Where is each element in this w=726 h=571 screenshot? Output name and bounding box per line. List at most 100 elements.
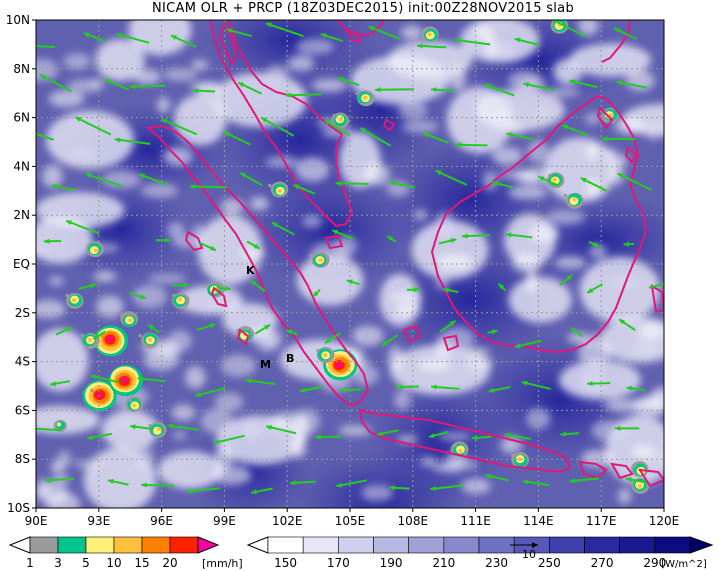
wind-arrow [260, 116, 295, 137]
colorbar-swatch [85, 536, 115, 554]
olr-colorbar-swatch [302, 536, 339, 554]
olr-colorbar-swatch [584, 536, 620, 554]
wind-arrow [114, 138, 151, 145]
longitude-label: 96E [150, 514, 173, 528]
reference-vector-label: 10 [522, 548, 536, 561]
mentawai-marker: M [260, 358, 271, 371]
wind-vectors [36, 20, 664, 495]
latitude-label: 8S [15, 452, 30, 466]
olr-colorbar-swatch [549, 536, 585, 554]
precipitation-cells [53, 20, 650, 494]
lat-lon-grid [36, 20, 664, 508]
wind-arrow [116, 32, 150, 44]
olr-colorbar-swatch [654, 536, 691, 554]
malay-peninsula-coast [209, 20, 354, 228]
java-coast [358, 408, 572, 474]
wind-arrow [265, 22, 304, 38]
precip-cell [156, 427, 162, 432]
olr-colorbar-swatch [338, 536, 374, 554]
colorbar-swatch [29, 536, 59, 554]
olr-tick-label: 190 [380, 556, 403, 570]
precip-cell [427, 32, 432, 37]
wind-arrow [430, 484, 464, 491]
longitude-label: 114E [523, 514, 554, 528]
precip-cell [338, 117, 344, 122]
wind-arrow [85, 172, 124, 188]
coastlines [145, 20, 664, 488]
colorbar-swatch [57, 536, 87, 554]
longitude-label: 108E [398, 514, 429, 528]
longitude-label: 93E [87, 514, 110, 528]
wind-arrow [189, 185, 227, 189]
map-title: NICAM OLR + PRCP (18Z03DEC2015) init:00Z… [151, 1, 575, 16]
wind-arrow [617, 172, 653, 191]
olr-colorbar-swatch [408, 536, 445, 554]
site-markers: K M B [246, 264, 294, 371]
latitude-label: 2N [13, 208, 30, 222]
prcp-tick-label: 1 [26, 556, 34, 570]
latitude-label: 10S [7, 501, 30, 515]
kototabang-marker: K [246, 264, 255, 277]
olr-field: K M B [36, 20, 664, 508]
precip-cell [107, 336, 114, 342]
olr-unit-label: [W/m^2] [661, 559, 707, 570]
wind-arrow [36, 427, 61, 432]
precip-cell [96, 392, 103, 398]
latitude-label: 6N [13, 111, 30, 125]
prcp-tick-label: 3 [54, 556, 62, 570]
longitude-label: 120E [649, 514, 680, 528]
borneo-coast [430, 94, 648, 354]
wind-arrow [186, 487, 221, 493]
precip-cell [132, 403, 137, 408]
wind-arrow [335, 182, 369, 185]
high-olr-regions [36, 20, 664, 508]
longitude-label: 111E [460, 514, 491, 528]
olr-tick-label: 210 [432, 556, 455, 570]
olr-tick-label: 150 [274, 556, 297, 570]
olr-colorbar-swatch [619, 536, 656, 554]
olr-tick-label: 250 [538, 556, 561, 570]
olr-tick-label: 290 [643, 556, 666, 570]
wind-arrow [74, 116, 112, 136]
wind-arrow [65, 219, 100, 235]
wind-arrow [648, 282, 664, 289]
olr-colorbar-swatch [267, 536, 304, 554]
wind-arrow [454, 38, 491, 46]
precip-cell [71, 298, 77, 303]
longitude-labels: 90E 93E 96E 99E 102E 105E 108E 111E 114E 117E 120E [25, 508, 680, 528]
colorbar-swatch [169, 536, 199, 554]
prcp-tick-label: 5 [82, 556, 90, 570]
precip-cell [56, 422, 62, 427]
olr-colorbar-swatch [443, 536, 480, 554]
longitude-label: 102E [272, 514, 303, 528]
latitude-label: 2S [15, 306, 30, 320]
bengkulu-marker: B [286, 352, 294, 365]
wind-arrow [36, 132, 54, 141]
wind-arrow [435, 169, 468, 186]
wind-arrow [368, 25, 401, 40]
precip-cell [362, 95, 368, 100]
olr-colorbar: 150 170 190 210 230 250 270 290[W/m^2] [246, 536, 714, 570]
wind-arrow [161, 118, 198, 136]
latitude-label: 8N [13, 62, 30, 76]
precip-cell [322, 353, 328, 358]
precip-cell [318, 258, 323, 263]
wind-arrow [359, 127, 392, 147]
precip-cell [336, 362, 342, 368]
wind-arrow [129, 84, 166, 88]
prcp-tick-label: 10 [106, 556, 121, 570]
indochina-coast [601, 20, 631, 63]
longitude-label: 99E [213, 514, 236, 528]
wind-arrow [36, 44, 56, 49]
olr-colorbar-swatch [478, 536, 515, 554]
colorbar-swatch [113, 536, 143, 554]
precip-cell [177, 297, 182, 302]
longitude-label: 117E [586, 514, 617, 528]
olr-tick-label: 170 [327, 556, 350, 570]
latitude-label: EQ [13, 257, 30, 271]
olr-colorbar-swatch [373, 536, 409, 554]
wind-arrow [39, 73, 73, 93]
wind-arrow [141, 483, 175, 487]
colorbar-swatch [141, 536, 171, 554]
